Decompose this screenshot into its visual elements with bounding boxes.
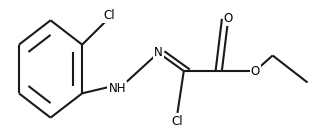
Text: Cl: Cl [103, 9, 115, 22]
Text: Cl: Cl [172, 115, 183, 128]
Text: N: N [154, 46, 163, 59]
Text: O: O [251, 65, 260, 78]
Text: O: O [224, 12, 233, 26]
Text: NH: NH [108, 82, 126, 95]
